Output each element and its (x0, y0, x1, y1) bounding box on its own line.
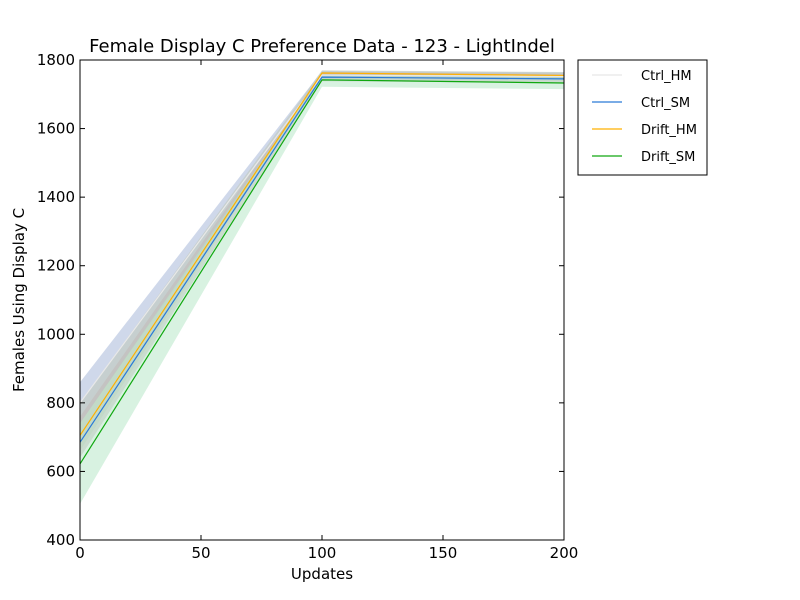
chart-title: Female Display C Preference Data - 123 -… (89, 36, 555, 57)
x-tick-label: 150 (429, 544, 458, 562)
y-tick-label: 1600 (37, 120, 75, 138)
legend-items: Ctrl_HM Ctrl_SM Drift_HM Drift_SM (592, 69, 697, 165)
x-axis: 0 50 100 150 200 (75, 60, 578, 562)
band-ctrl-sm (80, 72, 564, 458)
x-tick-label: 50 (191, 544, 210, 562)
y-tick-label: 800 (46, 394, 75, 412)
legend-label-drift-sm: Drift_SM (641, 150, 695, 165)
series-lines (79, 72, 565, 465)
legend-label-ctrl-hm: Ctrl_HM (641, 69, 692, 84)
y-tick-label: 600 (46, 462, 75, 480)
band-drift-hm (80, 70, 564, 451)
x-tick-label: 0 (75, 544, 85, 562)
series-line-drift-sm (79, 79, 565, 465)
y-tick-label: 1200 (37, 257, 75, 275)
series-line-drift-hm (79, 72, 565, 436)
y-axis-label: Females Using Display C (10, 208, 28, 392)
x-tick-label: 200 (550, 544, 579, 562)
y-axis: 400 600 800 1000 1200 1400 1600 1800 (37, 51, 564, 549)
y-tick-label: 1800 (37, 51, 75, 69)
y-tick-label: 1400 (37, 188, 75, 206)
x-tick-label: 100 (308, 544, 337, 562)
y-tick-label: 400 (46, 531, 75, 549)
y-tick-label: 1000 (37, 325, 75, 343)
confidence-bands (80, 70, 564, 505)
band-drift-sm (80, 74, 564, 505)
series-line-ctrl-hm (79, 74, 565, 404)
legend: Ctrl_HM Ctrl_SM Drift_HM Drift_SM (577, 59, 708, 176)
x-axis-label: Updates (291, 565, 353, 583)
legend-label-ctrl-sm: Ctrl_SM (641, 96, 690, 111)
series-line-ctrl-sm (79, 76, 565, 443)
legend-label-drift-hm: Drift_HM (641, 123, 697, 138)
